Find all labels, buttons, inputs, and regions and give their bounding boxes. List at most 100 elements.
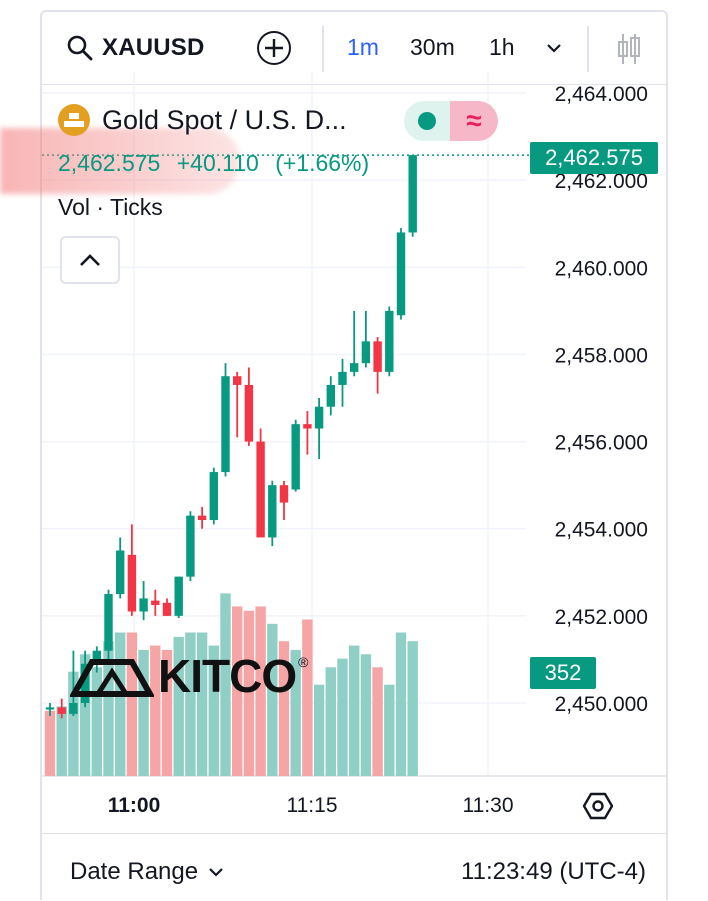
candle-body [373, 341, 382, 372]
candle-body [80, 663, 90, 703]
volume-bar [150, 645, 161, 776]
volume-bar [372, 667, 383, 776]
approx-icon[interactable]: ≈ [450, 101, 498, 141]
candle-body [314, 406, 324, 429]
date-range-button[interactable]: Date Range [70, 858, 224, 886]
legend-change: +40.110 [176, 150, 259, 176]
volume-bar [384, 684, 395, 776]
volume-bar [337, 658, 348, 776]
candle-body [151, 600, 160, 605]
y-tick-label: 2,460.000 [555, 257, 648, 280]
candle-body [361, 341, 371, 364]
volume-bar [349, 645, 360, 776]
candle-body [385, 310, 394, 372]
candle-body [326, 384, 335, 407]
candle-body [174, 576, 183, 616]
candle-body [256, 441, 265, 538]
kitco-logo-icon [70, 659, 154, 697]
timeframe-1m[interactable]: 1m [347, 34, 379, 60]
chevron-down-icon[interactable] [546, 40, 562, 56]
volume-bar [115, 632, 126, 776]
market-status-icon[interactable] [404, 101, 450, 141]
volume-bar [91, 667, 102, 776]
candle-body [69, 703, 78, 714]
symbol-search[interactable]: XAUUSD [66, 32, 205, 64]
touch-highlight [0, 128, 240, 194]
volume-bar [232, 606, 243, 776]
candle-body [127, 554, 137, 612]
symbol-label: XAUUSD [102, 34, 205, 61]
timeframe-1h[interactable]: 1h [489, 34, 515, 60]
candle-body [197, 515, 207, 521]
registered-mark: ® [298, 654, 309, 670]
volume-bar [56, 706, 67, 776]
volume-bar [255, 606, 266, 776]
current-time: 11:23:49 (UTC-4) [461, 858, 646, 885]
x-tick-label: 11:30 [463, 794, 514, 817]
volume-bar [278, 641, 290, 776]
candle-body [92, 650, 101, 664]
legend-pills[interactable]: ≈ [404, 101, 498, 141]
candle-body [221, 376, 230, 473]
volume-bar [138, 649, 149, 776]
x-tick-label: 11:00 [108, 794, 161, 817]
toolbar-divider [587, 26, 589, 72]
volume-bar [325, 667, 336, 776]
legend-title[interactable]: Gold Spot / U.S. D... [58, 104, 347, 136]
search-icon [67, 35, 93, 61]
chart-toolbar: XAUUSD 1m 30m 1h [42, 12, 668, 85]
volume-bar [290, 649, 301, 776]
candle-body [209, 472, 218, 521]
legend-last: 2,462.575 [58, 150, 161, 176]
candle-body [338, 371, 347, 385]
chart-footer: Date Range 11:23:49 (UTC-4) [40, 833, 668, 901]
candle-body [104, 594, 113, 651]
volume-bar [44, 710, 56, 776]
gold-bars-icon [58, 104, 90, 136]
candle-body [244, 384, 254, 442]
candle-body [57, 707, 66, 714]
volume-bar [185, 632, 196, 776]
date-range-label: Date Range [70, 858, 199, 885]
volume-bar [395, 632, 407, 776]
y-tick-label: 2,454.000 [555, 519, 648, 542]
watermark-text: KITCO [158, 650, 297, 702]
candle-body [45, 707, 55, 710]
legend-change-pct: (+1.66%) [275, 150, 370, 176]
y-tick-label: 2,462.000 [555, 170, 648, 193]
candle-body [139, 598, 148, 612]
timeframe-30m[interactable]: 30m [410, 34, 455, 60]
volume-legend[interactable]: Vol · Ticks [58, 194, 163, 220]
candle-body [116, 550, 125, 595]
candle-body [350, 363, 359, 372]
candle-body [303, 424, 312, 429]
volume-badge: 352 [530, 657, 596, 689]
volume-bar [302, 619, 313, 776]
collapse-legend-button[interactable] [60, 236, 120, 284]
candle-body [291, 424, 300, 490]
plus-circle-icon[interactable] [256, 30, 292, 66]
chevron-down-icon [209, 868, 223, 877]
volume-bar [196, 632, 208, 776]
volume-bar [161, 649, 173, 776]
y-tick-label: 2,452.000 [555, 606, 648, 629]
settings-icon[interactable] [582, 790, 614, 822]
candle-body [268, 485, 277, 538]
volume-bar [79, 654, 91, 776]
volume-bar [313, 684, 325, 776]
volume-bar [68, 671, 79, 776]
y-tick-label: 2,450.000 [555, 693, 648, 716]
candle-compare-icon[interactable] [614, 32, 644, 66]
candle-body [396, 232, 406, 316]
candle-body [408, 155, 417, 233]
candle-body [162, 602, 172, 616]
volume-bar [407, 641, 418, 776]
volume-bar [103, 641, 114, 776]
toolbar-divider [322, 26, 324, 72]
volume-bar [220, 593, 231, 776]
volume-bar [243, 610, 255, 776]
volume-bar [126, 632, 138, 776]
volume-bar [267, 623, 278, 776]
candle-body [186, 515, 195, 577]
